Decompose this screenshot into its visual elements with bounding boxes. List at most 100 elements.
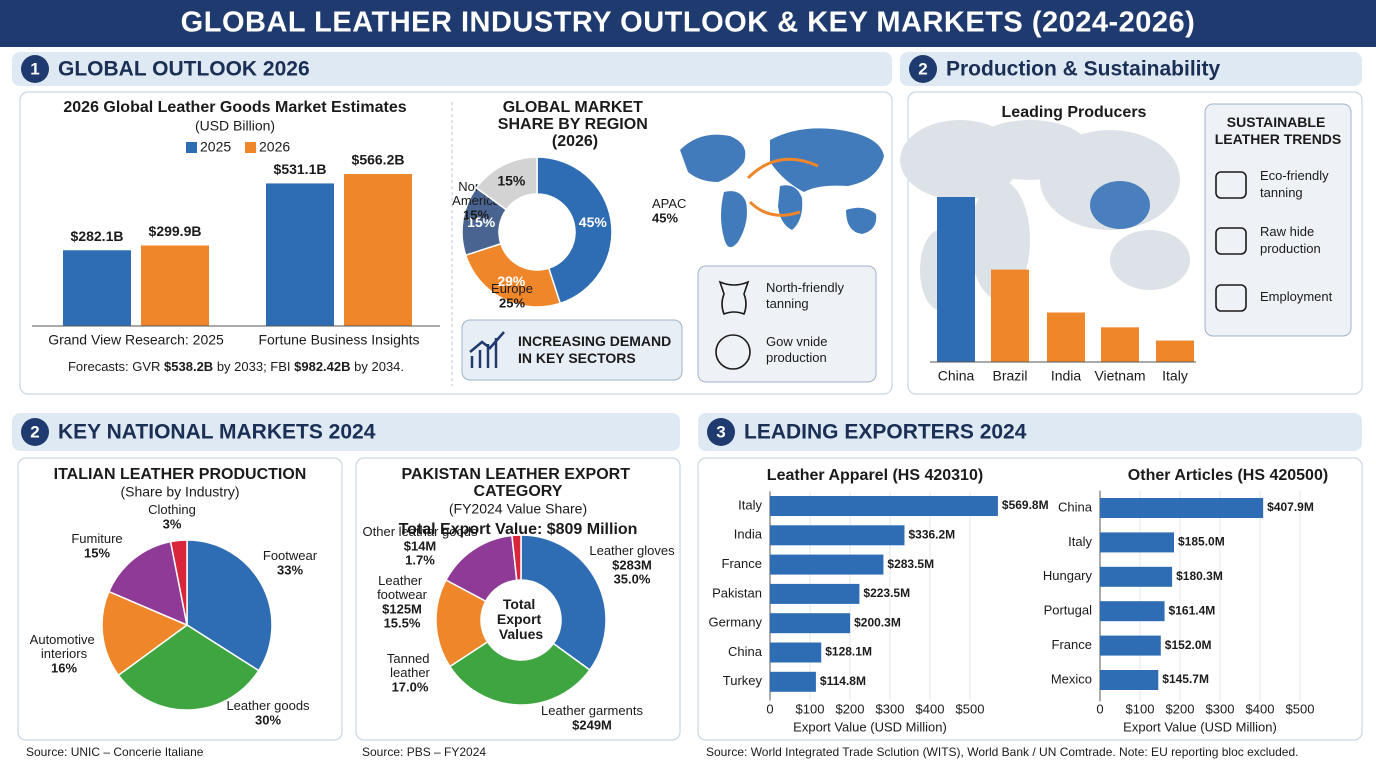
- x-tick-label: $400: [916, 701, 945, 716]
- forecast-part: by 2033; FBI: [213, 359, 294, 374]
- section-bar: [12, 52, 892, 86]
- chart-title: Leading Producers: [1002, 104, 1147, 121]
- category-label: India: [1051, 368, 1082, 384]
- data-label: $128.1M: [825, 645, 872, 659]
- x-tick-label: 0: [766, 701, 773, 716]
- slice-annotation: Leather footwear: [377, 573, 428, 602]
- panel: [355, 457, 681, 741]
- bar: [1101, 327, 1139, 362]
- bar: [1156, 340, 1194, 362]
- data-label: $161.4M: [1169, 603, 1216, 617]
- data-label: $566.2B: [352, 152, 405, 168]
- data-label: $282.1B: [71, 228, 124, 244]
- bar: [1100, 635, 1161, 656]
- forecast-part: $982.42B: [294, 359, 350, 374]
- map-shape: [770, 128, 884, 192]
- notes-box: [697, 265, 877, 383]
- slice-annotation: $14M: [404, 538, 437, 553]
- slice-label: 29%: [497, 273, 526, 289]
- data-label: $145.7M: [1162, 672, 1209, 686]
- bar: [1100, 532, 1174, 553]
- x-tick-label: $100: [796, 701, 825, 716]
- slice: [511, 534, 522, 582]
- data-label: $185.0M: [1178, 535, 1225, 549]
- category-label: India: [734, 527, 763, 542]
- legend-label: 2025: [200, 139, 231, 155]
- chart-title: 2026 Global Leather Goods Market Estimat…: [63, 99, 406, 116]
- forecast-part: $538.2B: [164, 359, 213, 374]
- x-tick-label: $300: [876, 701, 905, 716]
- chart-title: PAKISTAN LEATHER EXPORT CATEGORY: [402, 466, 635, 500]
- bar: [1047, 312, 1085, 362]
- section-number: 2: [30, 422, 39, 441]
- category-label: Italy: [738, 497, 762, 512]
- slice-label: 15%: [467, 214, 496, 230]
- category-label: China: [938, 368, 975, 384]
- header-band: [0, 0, 1376, 47]
- slice-annotation: Tanned leather: [387, 651, 433, 680]
- panel: [19, 91, 893, 395]
- chart-title: GLOBAL MARKET SHARE BY REGION (2026): [498, 99, 652, 150]
- slice: [169, 539, 188, 626]
- section-title: Production & Sustainability: [946, 58, 1221, 81]
- x-axis-label: Export Value (USD Million): [793, 719, 947, 734]
- slice-annotation: Automotive interiors: [30, 632, 99, 661]
- demand-box: [461, 319, 683, 381]
- slice-annotation: 15.5%: [384, 615, 421, 630]
- category-label: Pakistan: [712, 585, 762, 600]
- bar: [937, 197, 975, 362]
- slice-annotation: 25%: [499, 295, 525, 310]
- chart-subtitle: (USD Billion): [195, 118, 275, 134]
- legend-label: 2026: [259, 139, 290, 155]
- x-tick-label: $200: [1166, 701, 1195, 716]
- bar: [770, 613, 851, 634]
- section-bar: [900, 52, 1362, 86]
- data-label: $407.9M: [1267, 500, 1314, 514]
- trend-icon: [1215, 284, 1247, 312]
- bar: [266, 183, 334, 326]
- map-shape: [680, 134, 746, 182]
- slice-annotation: 1.7%: [405, 552, 435, 567]
- category-label: France: [1052, 637, 1092, 652]
- map-shape: [778, 185, 803, 230]
- source: Source: World Integrated Trade Sclution …: [706, 745, 1298, 759]
- bar: [770, 583, 860, 604]
- section-number: 2: [918, 59, 927, 78]
- trend-item: Eco-friendly tanning: [1260, 168, 1332, 200]
- x-tick-label: $500: [956, 701, 985, 716]
- section-badge: [909, 55, 937, 83]
- x-tick-label: $300: [1206, 701, 1235, 716]
- trend-item: Raw hide production: [1260, 224, 1321, 256]
- slice-annotation: $283M: [612, 557, 652, 572]
- slice: [448, 640, 591, 706]
- slice-annotation: 15%: [84, 545, 110, 560]
- trade-arrow: [746, 157, 819, 180]
- slice-annotation: 15%: [463, 207, 489, 222]
- slice-annotation: Footwear: [263, 548, 318, 563]
- category-label: Grand View Research: 2025: [48, 332, 224, 348]
- x-tick-label: $400: [1246, 701, 1275, 716]
- slice-annotation: 3%: [163, 516, 182, 531]
- chart-subtitle: (FY2024 Value Share): [449, 501, 587, 517]
- category-label: Hungary: [1043, 568, 1093, 583]
- data-label: $299.9B: [149, 223, 202, 239]
- trends-box: [1204, 103, 1352, 337]
- category-label: Fortune Business Insights: [258, 332, 419, 348]
- slice-annotation: APAC: [652, 196, 686, 211]
- section-badge: [707, 418, 735, 446]
- slice: [475, 156, 538, 211]
- slice: [536, 156, 613, 305]
- data-label: $223.5M: [863, 586, 910, 600]
- section-bar: [12, 413, 680, 451]
- slice-label: 45%: [579, 214, 608, 230]
- bar: [1100, 670, 1159, 690]
- slice-annotation: $249M: [572, 717, 612, 732]
- category-label: Turkey: [723, 673, 763, 688]
- map-shape: [1110, 230, 1190, 290]
- bar: [770, 525, 905, 546]
- globe-icon: [715, 334, 751, 370]
- slice: [107, 540, 189, 627]
- trade-arrow: [748, 200, 801, 217]
- category-label: Italy: [1162, 368, 1188, 384]
